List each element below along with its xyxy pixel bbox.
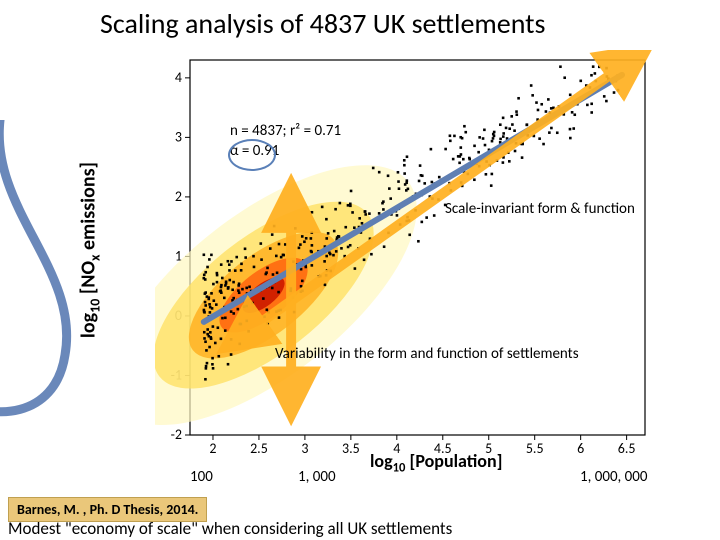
x-axis-label: log10 [Population] [370, 450, 502, 476]
y-axis-label: log10 [NOx emissions] [77, 162, 104, 338]
scatter-plot: -2-10123422.533.544.555.566.5 [155, 50, 655, 470]
scale-invariant-annotation: Scale-invariant form & function [445, 200, 635, 218]
xtick-100: 100 [190, 468, 213, 486]
svg-text:3.5: 3.5 [342, 440, 360, 457]
svg-text:5.5: 5.5 [526, 440, 544, 457]
variability-annotation: Variability in the form and function of … [275, 345, 579, 363]
fit-stats-line1: n = 4837; r² = 0.71 [230, 122, 341, 141]
conclusion-text: Modest "economy of scale" when consideri… [8, 518, 452, 539]
alpha-highlight-circle [228, 139, 276, 171]
slide-title: Scaling analysis of 4837 UK settlements [100, 6, 546, 41]
svg-text:6.5: 6.5 [618, 440, 636, 457]
svg-text:3: 3 [175, 128, 182, 145]
svg-text:6: 6 [577, 440, 584, 457]
svg-text:2.5: 2.5 [250, 440, 268, 457]
svg-text:4: 4 [175, 69, 182, 86]
svg-text:-2: -2 [171, 426, 182, 443]
svg-text:2: 2 [209, 440, 216, 457]
xtick-1000: 1, 000 [298, 468, 336, 486]
svg-text:3: 3 [301, 440, 308, 457]
xtick-1000000: 1, 000, 000 [580, 468, 648, 486]
svg-text:2: 2 [175, 188, 182, 205]
